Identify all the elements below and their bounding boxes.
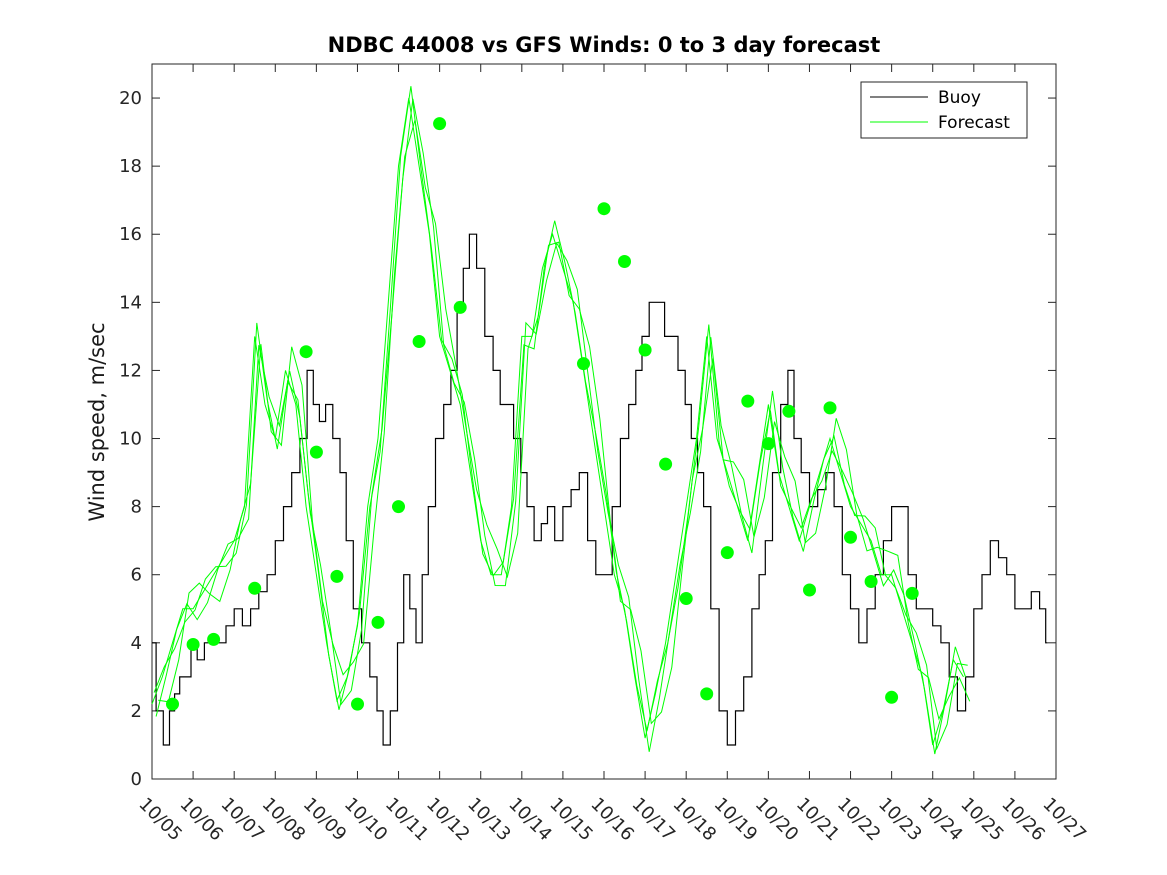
forecast-line [158, 119, 971, 725]
legend-buoy-label: Buoy [938, 88, 981, 108]
legend: Buoy Forecast [860, 81, 1028, 139]
forecast-point [186, 638, 200, 651]
plot-area [151, 63, 1057, 780]
x-tick-label: 10/21 [792, 794, 844, 846]
forecast-point [761, 437, 775, 451]
x-tick-label: 10/24 [915, 794, 967, 846]
forecast-point [700, 687, 714, 701]
forecast-point [679, 592, 693, 605]
y-axis-ticks: 0 2 4 6 8 10 12 14 16 18 20 [119, 88, 1056, 790]
y-tick-label: 0 [131, 769, 142, 790]
forecast-point [309, 445, 323, 459]
forecast-point [351, 697, 364, 711]
chart-title: NDBC 44008 vs GFS Winds: 0 to 3 day fore… [328, 33, 881, 57]
y-axis-label: Wind speed, m/sec [85, 322, 109, 521]
y-tick-label: 18 [119, 156, 142, 177]
forecast-point [782, 404, 796, 418]
x-tick-label: 10/07 [217, 794, 269, 846]
y-tick-label: 2 [131, 701, 142, 722]
forecast-point [371, 615, 385, 629]
forecast-point [412, 335, 426, 348]
y-tick-label: 8 [131, 497, 142, 518]
forecast-point [392, 500, 405, 514]
x-tick-label: 10/15 [545, 794, 597, 846]
x-tick-label: 10/25 [956, 794, 1008, 846]
forecast-line [151, 97, 964, 746]
x-tick-label: 10/23 [874, 794, 926, 846]
forecast-point [248, 581, 262, 595]
x-tick-label: 10/05 [134, 794, 186, 846]
x-tick-label: 10/26 [997, 794, 1049, 846]
forecast-point [741, 394, 755, 408]
forecast-point [577, 357, 590, 371]
forecast-point [864, 575, 878, 588]
x-tick-label: 10/06 [176, 794, 228, 846]
x-tick-label: 10/17 [628, 794, 680, 846]
forecast-point [823, 401, 837, 415]
y-tick-label: 20 [119, 88, 142, 109]
legend-box [860, 81, 1028, 139]
forecast-point [597, 202, 611, 216]
x-tick-label: 10/13 [463, 794, 515, 846]
legend-forecast-label: Forecast [938, 113, 1010, 133]
forecast-point [433, 117, 447, 131]
x-tick-label: 10/18 [669, 794, 721, 846]
x-tick-label: 10/14 [504, 794, 556, 846]
y-tick-label: 14 [119, 292, 142, 313]
forecast-point [618, 255, 631, 268]
y-tick-label: 6 [131, 565, 142, 586]
x-tick-label: 10/16 [586, 794, 638, 846]
forecast-point [885, 690, 899, 704]
y-tick-label: 4 [131, 633, 142, 654]
forecast-point [659, 457, 673, 471]
forecast-point [905, 586, 919, 600]
forecast-point [207, 632, 221, 646]
x-tick-label: 10/20 [751, 794, 803, 846]
y-tick-label: 12 [119, 360, 142, 381]
x-tick-label: 10/27 [1038, 794, 1090, 846]
forecast-point [720, 546, 734, 560]
forecast-point [299, 345, 313, 359]
x-tick-label: 10/11 [381, 794, 433, 846]
forecast-point [638, 343, 652, 357]
forecast-points [166, 117, 919, 711]
y-tick-label: 10 [119, 429, 142, 450]
forecast-series [151, 86, 971, 755]
x-tick-label: 10/09 [299, 794, 351, 846]
forecast-point [330, 569, 344, 583]
x-tick-label: 10/08 [258, 794, 310, 846]
x-tick-label: 10/22 [833, 794, 885, 846]
x-tick-label: 10/19 [710, 794, 762, 846]
forecast-point [844, 530, 857, 544]
x-tick-label: 10/10 [340, 794, 392, 846]
x-tick-label: 10/12 [422, 794, 474, 846]
forecast-point [166, 697, 179, 711]
y-tick-label: 16 [119, 224, 142, 245]
forecast-point [803, 583, 816, 597]
forecast-point [453, 300, 467, 314]
